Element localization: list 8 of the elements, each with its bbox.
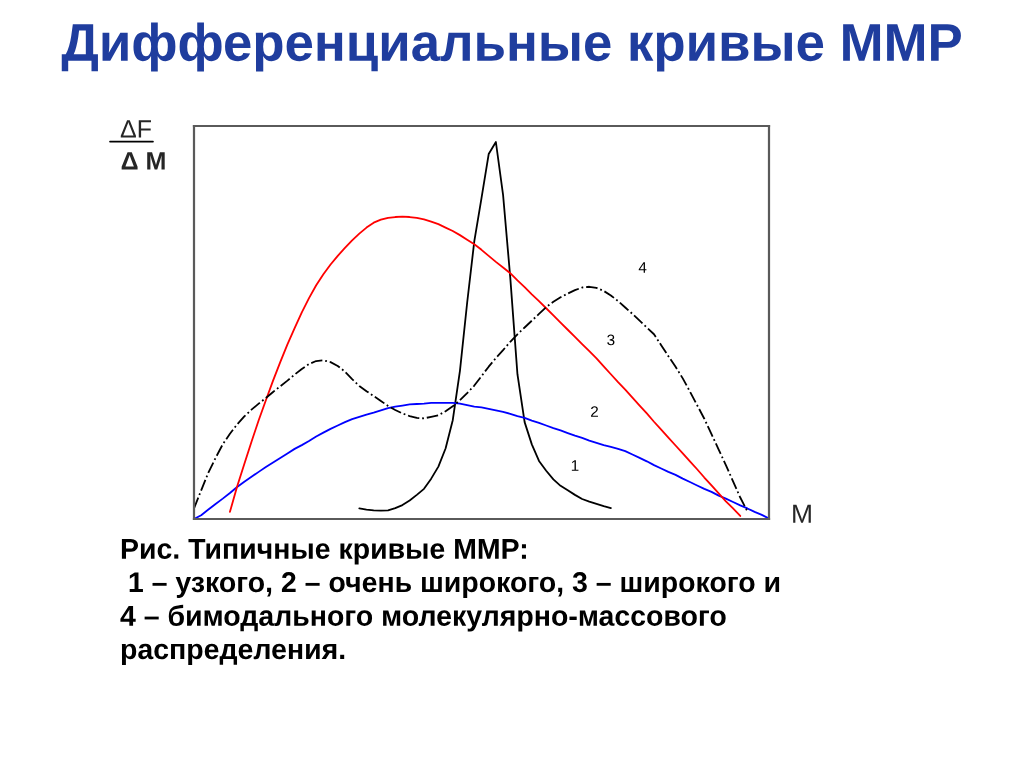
y-axis-title: ΔF Δ M [120, 120, 165, 170]
series-label: 3 [607, 334, 615, 346]
text: 4 [638, 262, 647, 273]
series-label: 2 [591, 406, 598, 417]
x-axis-title: M [793, 504, 811, 523]
text: Рис. Типичные кривые ММР: 1 – узкого, 2 – очень широкого, 3 – широкого и 4 – бимодального молекулярно-массового распределения. [120, 539, 780, 665]
series-label: 1 [571, 460, 579, 471]
chart-title: Дифференциальные кривые ММР [61, 22, 961, 72]
